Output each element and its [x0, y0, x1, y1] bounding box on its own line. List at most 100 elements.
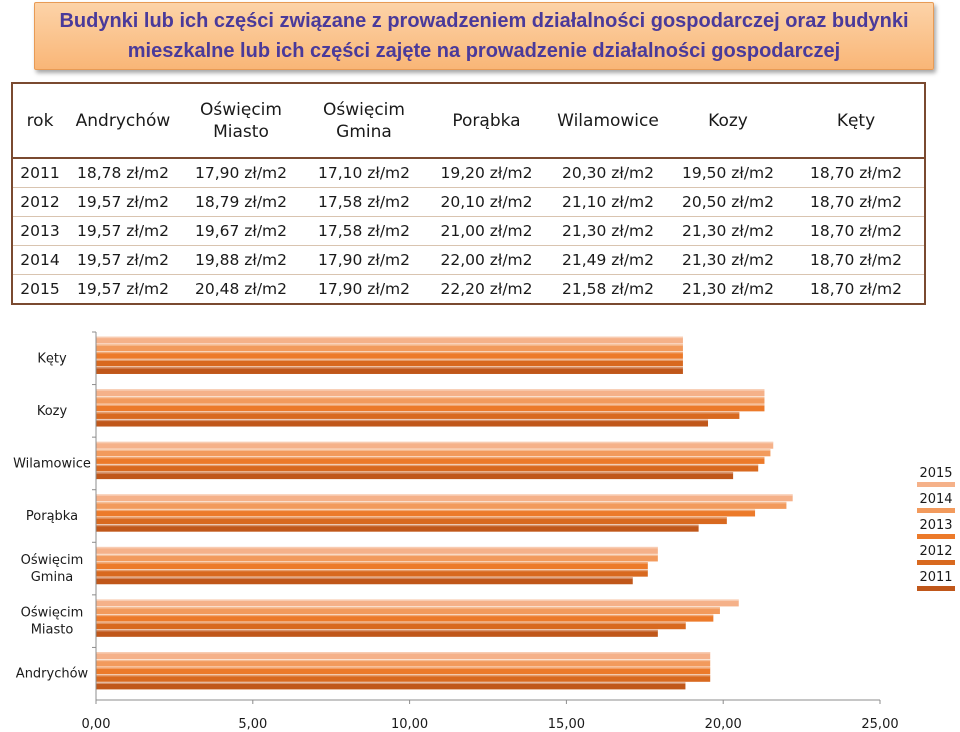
bar	[96, 404, 765, 412]
legend-swatch	[917, 482, 955, 487]
price-cell: 21,30 zł/m2	[548, 216, 668, 246]
column-header: Porąbka	[425, 82, 548, 159]
bar	[96, 411, 740, 419]
bar	[96, 501, 787, 509]
price-cell: 21,10 zł/m2	[548, 187, 668, 217]
price-cell: 19,88 zł/m2	[179, 245, 303, 275]
bar-highlight	[96, 464, 759, 467]
price-cell: 20,10 zł/m2	[425, 187, 548, 217]
bar-highlight	[96, 404, 765, 406]
bar-highlight	[96, 569, 648, 572]
year-cell: 2015	[11, 274, 67, 305]
bar-highlight	[96, 396, 765, 399]
year-cell: 2013	[11, 216, 67, 246]
price-cell: 17,58 zł/m2	[303, 216, 425, 246]
price-cell: 17,90 zł/m2	[303, 245, 425, 275]
bar-highlight	[96, 607, 720, 609]
bar-highlight	[96, 366, 683, 369]
year-cell: 2014	[11, 245, 67, 275]
bar-highlight	[96, 577, 633, 579]
legend-swatch	[917, 586, 955, 591]
bar-highlight	[96, 554, 658, 557]
price-cell: 18,79 zł/m2	[179, 187, 303, 217]
column-header: Kozy	[668, 82, 788, 159]
bar	[96, 667, 711, 675]
x-tick-label: 10,00	[391, 717, 428, 732]
category-label: Kozy	[37, 404, 68, 419]
legend-label: 2011	[919, 570, 953, 585]
table-row: 2015 19,57 zł/m2 20,48 zł/m2 17,90 zł/m2 22,…	[11, 274, 926, 305]
table-body: 2011 18,78 zł/m2 17,90 zł/m2 17,10 zł/m2 19,…	[11, 158, 926, 305]
legend-item: 2013	[912, 516, 960, 542]
price-cell: 21,30 zł/m2	[668, 274, 788, 305]
bar	[96, 577, 633, 585]
bar-highlight	[96, 562, 648, 564]
column-header: Oświęcim Gmina	[303, 82, 425, 159]
bar	[96, 682, 686, 690]
price-cell: 19,50 zł/m2	[668, 158, 788, 188]
bar	[96, 441, 774, 449]
category-label: Oświęcim	[21, 606, 84, 621]
bar	[96, 569, 648, 577]
price-cell: 18,70 zł/m2	[788, 245, 926, 275]
bar	[96, 659, 711, 667]
bar-highlight	[96, 546, 658, 549]
bar	[96, 622, 686, 630]
bar-highlight	[96, 682, 686, 684]
price-cell: 19,57 zł/m2	[67, 187, 179, 217]
price-cell: 18,78 zł/m2	[67, 158, 179, 188]
category-label: Porąbka	[26, 509, 78, 524]
legend-label: 2015	[919, 466, 953, 481]
bar	[96, 359, 683, 367]
price-cell: 21,58 zł/m2	[548, 274, 668, 305]
bar	[96, 509, 756, 517]
price-cell: 19,67 zł/m2	[179, 216, 303, 246]
bar-highlight	[96, 674, 711, 677]
bar-highlight	[96, 472, 734, 474]
price-cell: 22,00 zł/m2	[425, 245, 548, 275]
bar	[96, 494, 793, 502]
bar-highlight	[96, 351, 683, 354]
bar	[96, 456, 765, 464]
bar	[96, 396, 765, 404]
bar	[96, 629, 658, 637]
legend-label: 2012	[919, 544, 953, 559]
price-cell: 18,70 zł/m2	[788, 187, 926, 217]
bar	[96, 389, 765, 397]
category-label: Kęty	[37, 351, 67, 366]
price-cell: 21,30 zł/m2	[668, 245, 788, 275]
column-header: rok	[11, 82, 67, 159]
x-tick-label: 0,00	[82, 717, 111, 732]
title-banner: Budynki lub ich części związane z prowad…	[34, 2, 934, 70]
price-cell: 17,90 zł/m2	[303, 274, 425, 305]
legend-swatch	[917, 508, 955, 513]
price-cell: 20,50 zł/m2	[668, 187, 788, 217]
bar	[96, 652, 711, 659]
price-table: rok Andrychów Oświęcim Miasto Oświęcim Gmin…	[11, 82, 926, 305]
bar-highlight	[96, 659, 711, 662]
price-cell: 18,70 zł/m2	[788, 274, 926, 305]
bar-highlight	[96, 599, 739, 602]
x-tick-label: 20,00	[705, 717, 742, 732]
bar-highlight	[96, 336, 683, 339]
legend-swatch	[917, 560, 955, 565]
bar-highlight	[96, 517, 727, 519]
category-label: Wilamowice	[13, 456, 91, 471]
bar	[96, 419, 709, 427]
bar	[96, 599, 739, 607]
bar	[96, 351, 683, 359]
chart-legend: 2015 2014 2013 2012 2011	[912, 464, 960, 594]
legend-label: 2013	[919, 518, 953, 533]
bar	[96, 562, 648, 570]
bar-highlight	[96, 449, 771, 451]
table-row: 2013 19,57 zł/m2 19,67 zł/m2 17,58 zł/m2 21,…	[11, 216, 926, 246]
bar-highlight	[96, 441, 774, 444]
category-label: Miasto	[31, 623, 74, 638]
bar-highlight	[96, 456, 765, 459]
price-cell: 18,70 zł/m2	[788, 158, 926, 188]
page-title: Budynki lub ich części związane z prowad…	[59, 10, 909, 62]
legend-label: 2014	[919, 492, 953, 507]
bar-highlight	[96, 494, 793, 496]
price-cell: 18,70 zł/m2	[788, 216, 926, 246]
bar-highlight	[96, 419, 709, 422]
